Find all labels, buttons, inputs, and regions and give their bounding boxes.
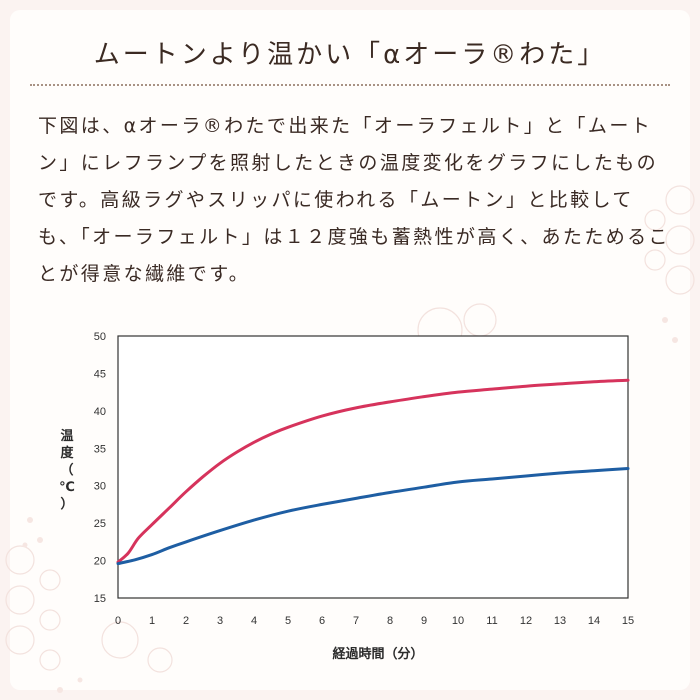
x-tick-label: 10	[452, 615, 464, 627]
series-line-red	[116, 378, 630, 564]
x-tick-label: 2	[183, 615, 189, 627]
x-tick-label: 3	[217, 615, 223, 627]
x-tick-label: 6	[319, 615, 325, 627]
y-axis-label: 温度（℃）	[59, 429, 75, 512]
x-axis-label: 経過時間（分）	[332, 646, 423, 662]
x-tick-label: 11	[486, 615, 497, 627]
y-tick-label: 20	[94, 556, 106, 568]
x-tick-label: 4	[251, 615, 257, 627]
x-tick-label: 8	[387, 615, 393, 627]
x-tick-label: 9	[421, 615, 427, 627]
x-tick-label: 14	[588, 615, 600, 627]
x-tick-label: 0	[115, 615, 121, 627]
x-tick-label: 5	[285, 615, 291, 627]
y-tick-label: 45	[94, 368, 106, 380]
y-tick-label: 35	[94, 443, 106, 455]
x-tick-label: 7	[353, 615, 359, 627]
page-title: ムートンより温かい「αオーラ®わた」	[93, 40, 607, 70]
description-text: 下図は、αオーラ®わたで出来た「オーラフェルト」と「ムートン」にレフランプを照射…	[38, 115, 670, 285]
y-tick-label: 30	[94, 481, 106, 493]
plot-area	[117, 335, 629, 599]
y-tick-label: 15	[94, 593, 106, 605]
x-tick-label: 12	[520, 615, 532, 627]
series-line-blue	[116, 467, 630, 566]
x-tick-label: 13	[554, 615, 566, 627]
y-tick-label: 40	[94, 406, 106, 418]
x-tick-label: 1	[149, 615, 155, 627]
title-divider	[30, 84, 670, 86]
y-tick-label: 50	[94, 331, 106, 343]
x-tick-label: 15	[622, 615, 634, 627]
y-tick-label: 25	[94, 518, 106, 530]
